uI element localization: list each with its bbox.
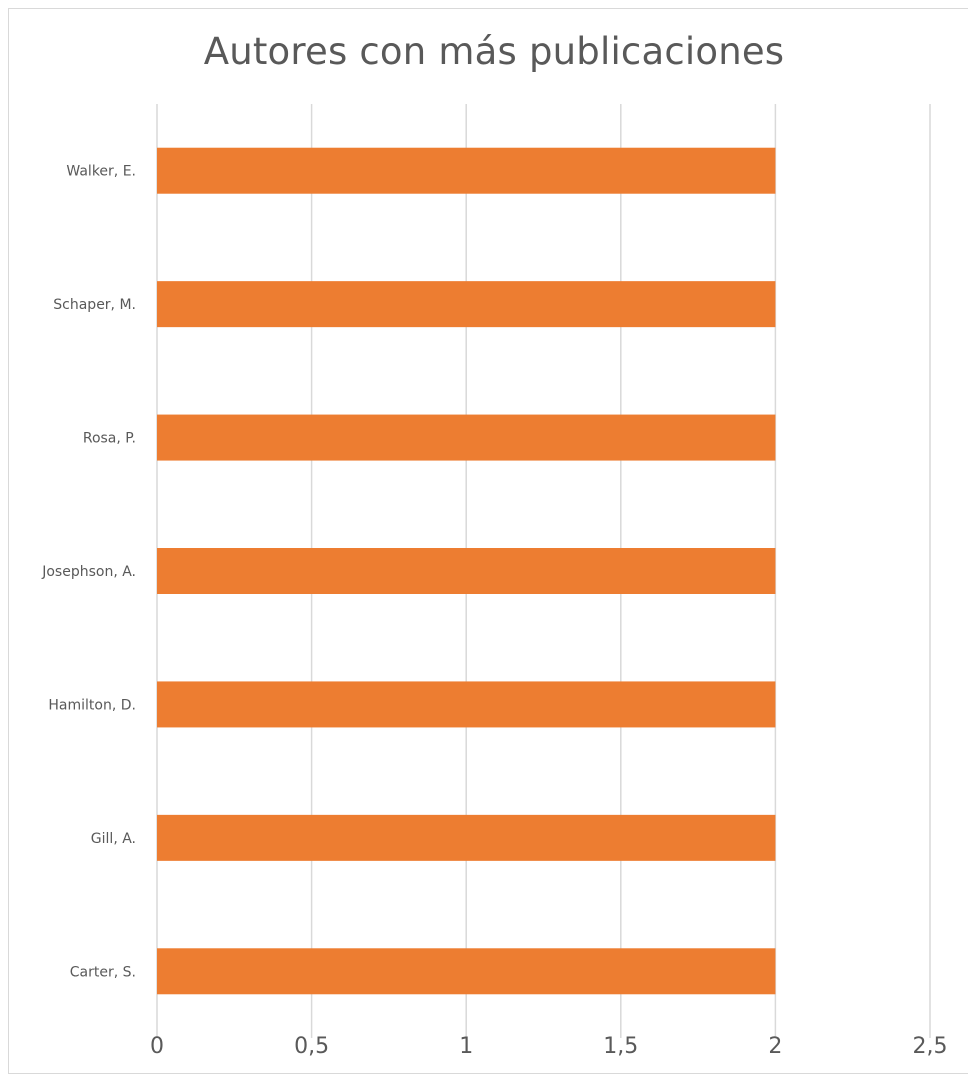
bar-5	[157, 814, 776, 861]
x-tick-label: 2,5	[913, 1034, 948, 1059]
x-tick-label: 0	[150, 1034, 164, 1059]
label-layer: 0 0,5 1 1,5 2 2,5 Walker, E. Schaper, M. Rosa, P…	[41, 164, 947, 1059]
bar-layer	[157, 147, 776, 995]
x-tick-label: 1,5	[603, 1034, 638, 1059]
bar-6	[157, 948, 776, 995]
x-tick-label: 0,5	[294, 1034, 329, 1059]
category-label: Gill, A.	[91, 831, 136, 847]
x-tick-label: 1	[459, 1034, 473, 1059]
category-label: Walker, E.	[66, 164, 136, 180]
category-label: Josephson, A.	[41, 564, 136, 580]
category-label: Rosa, P.	[83, 431, 136, 447]
bar-3	[157, 548, 776, 594]
category-label: Carter, S.	[70, 964, 136, 980]
x-tick-label: 2	[768, 1034, 782, 1059]
category-label: Schaper, M.	[53, 297, 136, 313]
chart-title: Autores con más publicaciones	[203, 30, 785, 73]
bar-1	[157, 281, 776, 328]
bar-0	[157, 147, 776, 194]
bar-2	[157, 414, 776, 461]
category-label: Hamilton, D.	[48, 697, 136, 713]
bar-4	[157, 681, 776, 728]
